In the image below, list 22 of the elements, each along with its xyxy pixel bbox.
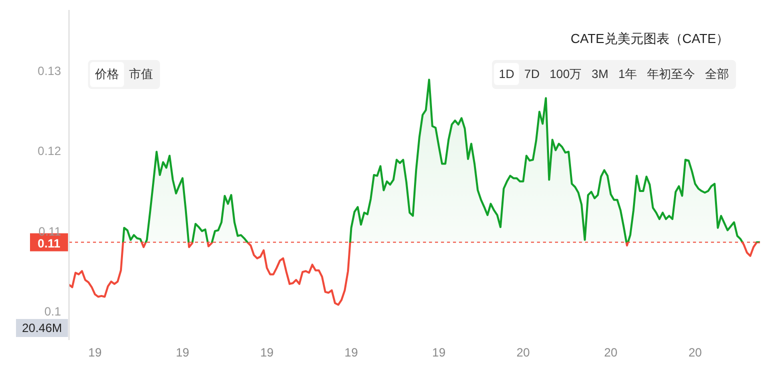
y-tick-label: 0.13 <box>38 64 62 78</box>
annotation: 3M <box>590 66 610 83</box>
annotation: 100万 <box>548 66 583 83</box>
x-tick-label: 20 <box>516 346 530 360</box>
annotation: 年初至今 <box>646 66 696 83</box>
y-tick-label: 0.1 <box>44 304 62 318</box>
x-tick-label: 19 <box>432 346 446 360</box>
annotation: 市值 <box>128 66 154 83</box>
x-tick-label: 19 <box>260 346 274 360</box>
text: 20.46M <box>16 319 68 337</box>
annotation: 全部 <box>704 66 730 83</box>
text: CATE兑美元图表（CATE） <box>570 30 729 48</box>
x-tick-label: 20 <box>604 346 618 360</box>
annotation: 1D <box>494 63 520 85</box>
x-tick-label: 19 <box>176 346 190 360</box>
x-tick-label: 19 <box>344 346 358 360</box>
x-tick-label: 20 <box>688 346 702 360</box>
annotation: 7D <box>523 66 541 83</box>
x-tick-label: 19 <box>88 346 102 360</box>
y-tick-label: 0.12 <box>38 144 62 158</box>
annotation: 1年 <box>617 66 638 83</box>
annotation: 价格 <box>90 62 124 87</box>
